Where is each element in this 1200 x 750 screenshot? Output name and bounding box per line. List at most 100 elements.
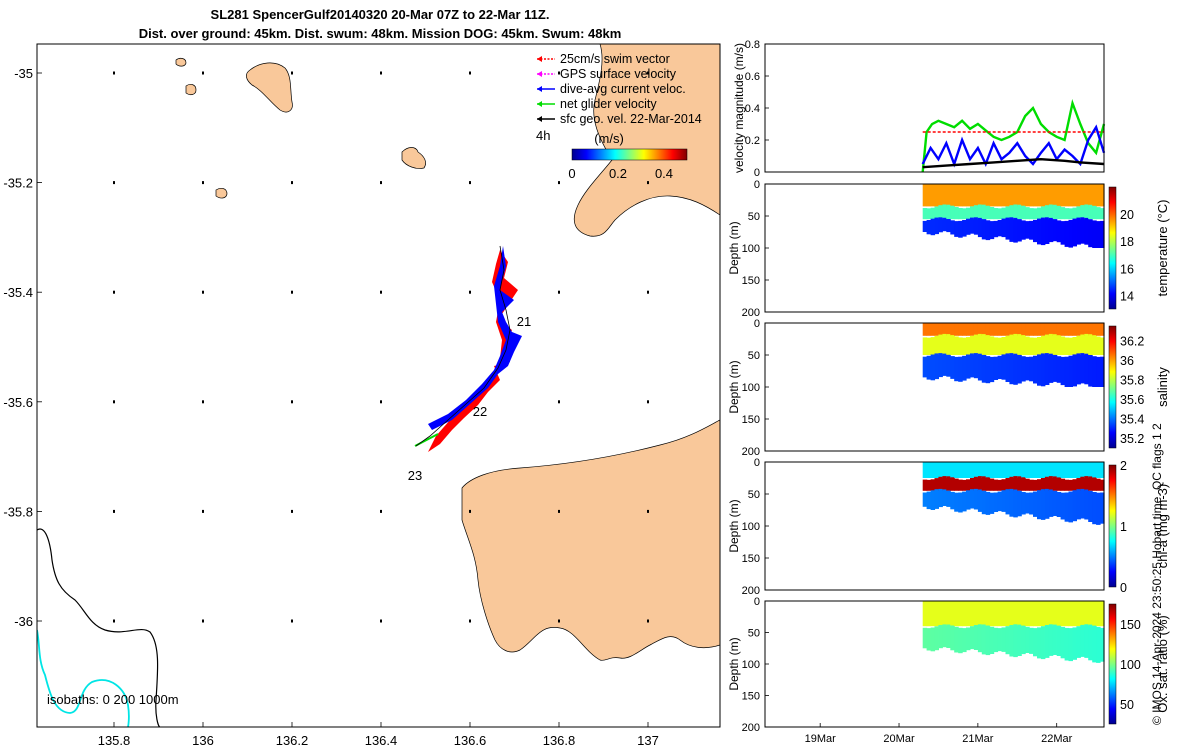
section-cell bbox=[1060, 336, 1066, 355]
section-cell bbox=[1040, 601, 1046, 627]
section-cell bbox=[1025, 478, 1030, 491]
section-cell bbox=[1096, 462, 1101, 478]
section-cell bbox=[1029, 184, 1034, 207]
section-cell bbox=[970, 217, 975, 234]
map-grid-dot bbox=[113, 181, 115, 185]
section-cell bbox=[942, 489, 947, 506]
map-grid-dot bbox=[113, 290, 115, 294]
map-grid-dot bbox=[647, 619, 649, 623]
section-cell bbox=[985, 601, 991, 627]
section-cell bbox=[942, 476, 947, 491]
section-cell bbox=[1017, 462, 1022, 478]
section-cell bbox=[981, 624, 987, 655]
section-cell bbox=[977, 333, 983, 355]
section-cell bbox=[1092, 492, 1097, 525]
map-grid-dot bbox=[469, 619, 471, 623]
section-cell bbox=[1017, 624, 1022, 656]
section-cell bbox=[1005, 323, 1010, 336]
section-cell bbox=[1072, 490, 1077, 522]
section-cell bbox=[997, 355, 1003, 379]
section-cell bbox=[962, 491, 967, 512]
section-cell bbox=[930, 479, 936, 491]
section-cell bbox=[1096, 207, 1101, 220]
section-cell bbox=[938, 217, 943, 233]
y-tick-label: 0 bbox=[754, 596, 760, 608]
section-cell bbox=[958, 492, 963, 513]
section-cell bbox=[1044, 476, 1050, 491]
y-tick-label: 0.6 bbox=[745, 71, 760, 83]
section-cell bbox=[1029, 337, 1034, 355]
section-cell bbox=[1040, 323, 1046, 336]
section-cell bbox=[1037, 184, 1042, 207]
section-cell bbox=[1021, 205, 1026, 220]
section-cell bbox=[1037, 490, 1042, 520]
section-cell bbox=[1052, 323, 1058, 336]
section-cell bbox=[1013, 476, 1018, 491]
section-cell bbox=[989, 221, 995, 240]
section-cell bbox=[1092, 462, 1097, 478]
section-cell bbox=[954, 478, 959, 491]
section-cell bbox=[1088, 219, 1093, 248]
section-cell bbox=[993, 220, 999, 238]
land-island-small2 bbox=[401, 147, 426, 169]
x-tick-label: 20Mar bbox=[883, 733, 915, 745]
section-cell bbox=[1052, 490, 1058, 516]
section-cell bbox=[1037, 601, 1042, 627]
section-cell bbox=[1009, 184, 1014, 207]
section-cell bbox=[993, 208, 999, 220]
section-cell bbox=[950, 625, 955, 651]
section-cell bbox=[1013, 184, 1018, 207]
map-y-axis: -35 -35.2 -35.4 -35.6 -35.8 -36 bbox=[3, 66, 42, 629]
section-cell bbox=[981, 354, 987, 383]
map-grid-dot bbox=[113, 509, 115, 513]
x-tick-label: 19Mar bbox=[805, 733, 837, 745]
glider-track bbox=[414, 245, 522, 452]
section-cell bbox=[1076, 462, 1081, 478]
section-cell bbox=[1021, 492, 1026, 515]
section-cell bbox=[1084, 333, 1089, 355]
section-cell bbox=[973, 601, 979, 627]
section-cell bbox=[970, 478, 975, 491]
section-colorbar bbox=[1108, 464, 1117, 588]
section-cell bbox=[1100, 356, 1105, 387]
section-cell bbox=[977, 323, 983, 336]
section-cell bbox=[1033, 355, 1038, 384]
section-cell bbox=[1048, 323, 1054, 336]
land-island-small4 bbox=[175, 57, 187, 67]
section-cell bbox=[1076, 217, 1081, 245]
section-cell bbox=[1029, 462, 1034, 478]
section-cell bbox=[966, 601, 971, 627]
section-cell bbox=[1048, 489, 1054, 517]
y-tick-label: 0 bbox=[754, 179, 760, 191]
y-axis-label: Depth (m) bbox=[727, 637, 741, 690]
section-cell bbox=[950, 220, 955, 235]
map-grid-dot bbox=[469, 509, 471, 513]
map-y-tick-label: -36 bbox=[14, 614, 33, 629]
section-cell bbox=[922, 208, 928, 220]
section-cell bbox=[1096, 626, 1101, 663]
section-cell bbox=[1044, 205, 1050, 220]
section-cell bbox=[989, 207, 995, 220]
map-y-tick-label: -35.2 bbox=[3, 176, 33, 191]
section-cell bbox=[1092, 220, 1097, 248]
section-cell bbox=[1080, 184, 1085, 207]
section-cell bbox=[1056, 323, 1062, 336]
velocity-series-line bbox=[921, 98, 1106, 173]
section-cell bbox=[1040, 206, 1046, 220]
section-cell bbox=[1009, 488, 1014, 517]
section-cell bbox=[926, 184, 932, 207]
section-cell bbox=[930, 218, 936, 236]
map-grid-dot bbox=[113, 71, 115, 75]
map-grid-dot bbox=[113, 400, 115, 404]
section-cell bbox=[962, 355, 967, 381]
legend-arrowhead bbox=[537, 71, 542, 77]
section-cell bbox=[970, 184, 975, 207]
section-cell bbox=[993, 601, 999, 627]
section-cell bbox=[930, 323, 936, 336]
section-cell bbox=[1025, 626, 1030, 653]
section-cell bbox=[1044, 334, 1050, 355]
section-cell bbox=[1009, 462, 1014, 478]
map-grid-dot bbox=[469, 181, 471, 185]
section-cell bbox=[1040, 489, 1046, 520]
section-cell bbox=[926, 479, 932, 491]
